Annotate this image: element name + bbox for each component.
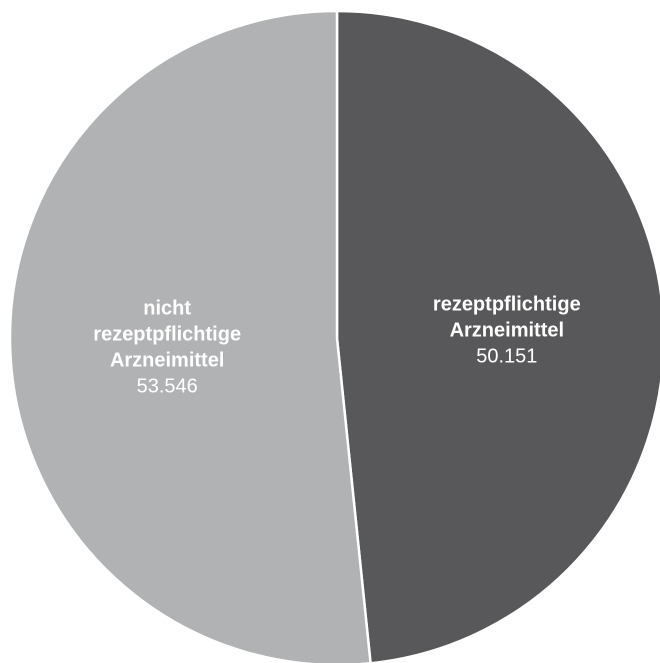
slice-value-label-1: 53.546 — [137, 376, 198, 398]
pie-slices — [8, 9, 660, 663]
slice-name-line-1-2: Arzneimittel — [110, 350, 224, 372]
pie-slice-0 — [335, 9, 660, 663]
slice-value-label-0: 50.151 — [476, 345, 537, 367]
slice-name-line-1-1: rezeptpflichtige — [93, 324, 241, 346]
slice-name-line-1-0: nicht — [143, 298, 191, 320]
slice-name-line-0-1: Arzneimittel — [450, 319, 564, 341]
slice-name-line-0-0: rezeptpflichtige — [433, 293, 581, 315]
pie-slice-1 — [8, 9, 372, 663]
pie-labels: rezeptpflichtige Arzneimittel 50.151 nicht r… — [93, 293, 580, 397]
slice-label-1: nicht rezeptpflichtige Arzneimittel 53.546 — [93, 298, 241, 398]
slice-label-0: rezeptpflichtige Arzneimittel 50.151 — [433, 293, 581, 367]
